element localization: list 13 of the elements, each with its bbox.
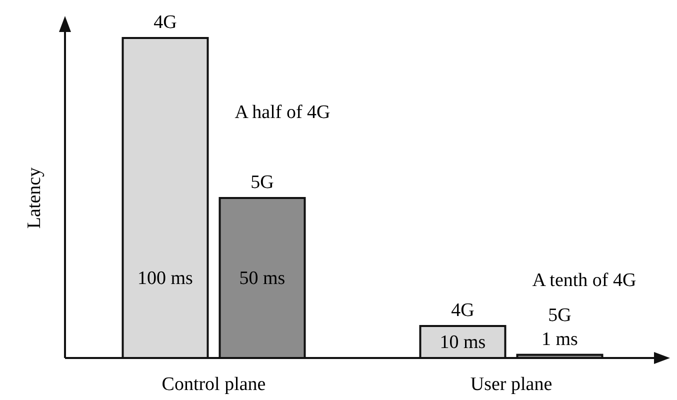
text: 4G — [451, 300, 474, 321]
annotation: A tenth of 4G — [532, 270, 636, 291]
annotation: A half of 4G — [234, 102, 331, 123]
data-label: 50 ms — [239, 268, 286, 289]
data-label: 100 ms — [138, 268, 193, 289]
y-axis-title: Latency — [24, 166, 45, 229]
data-label: 10 ms — [440, 332, 486, 353]
x-tick-label: Control plane — [162, 374, 266, 395]
series-label: 4G — [154, 12, 178, 33]
data-label: 1 ms — [542, 328, 578, 350]
text: 5G — [548, 304, 572, 326]
series-label: 5G — [250, 172, 274, 193]
x-tick-label: User plane — [470, 374, 552, 395]
